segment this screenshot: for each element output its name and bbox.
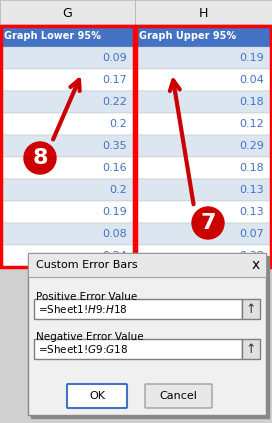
Text: =Sheet1!$H$9:$H$18: =Sheet1!$H$9:$H$18 [38,303,128,315]
Bar [135,0,272,25]
Bar [0,25,135,47]
Bar [31,256,269,418]
Bar [0,223,135,245]
Bar [0,201,135,223]
Text: 0.18: 0.18 [239,97,264,107]
Bar [135,245,272,267]
Bar [135,91,272,113]
Text: =Sheet1!$G$9:$G$18: =Sheet1!$G$9:$G$18 [38,343,128,355]
Bar [1,26,134,267]
Text: Graph Upper 95%: Graph Upper 95% [139,31,236,41]
Bar [135,113,272,135]
Text: 0.12: 0.12 [239,119,264,129]
Bar [242,299,260,319]
Bar [136,26,271,267]
Bar [0,157,135,179]
Text: 8: 8 [32,148,48,168]
Bar [0,0,272,25]
Text: 0.16: 0.16 [102,163,127,173]
Text: Cancel: Cancel [160,391,197,401]
FancyBboxPatch shape [67,384,127,408]
Bar [0,245,135,267]
Text: 0.2: 0.2 [109,119,127,129]
Circle shape [24,142,56,174]
Text: OK: OK [89,391,105,401]
Bar [135,69,272,91]
Bar [28,253,266,277]
Text: 0.09: 0.09 [102,53,127,63]
Text: 0.08: 0.08 [102,229,127,239]
Bar [242,339,260,359]
Text: 0.35: 0.35 [102,141,127,151]
Text: 0.18: 0.18 [239,163,264,173]
Text: ↑: ↑ [246,343,256,355]
Text: ↑: ↑ [246,302,256,316]
Bar [135,25,272,47]
Bar [34,339,242,359]
Text: Positive Error Value: Positive Error Value [36,292,137,302]
Bar [0,113,135,135]
Bar [135,47,272,69]
Text: Custom Error Bars: Custom Error Bars [36,260,138,270]
Text: 0.38: 0.38 [239,251,264,261]
Text: 0.07: 0.07 [239,229,264,239]
Bar [135,157,272,179]
Bar [135,179,272,201]
Text: x: x [252,258,260,272]
Circle shape [192,207,224,239]
Bar [0,0,135,25]
Text: 7: 7 [200,213,216,233]
Text: 0.04: 0.04 [239,75,264,85]
Text: G: G [63,6,72,19]
Bar [135,135,272,157]
Bar [0,69,135,91]
Text: 0.19: 0.19 [239,53,264,63]
Text: H: H [199,6,208,19]
FancyBboxPatch shape [145,384,212,408]
Text: 0.2: 0.2 [109,185,127,195]
Bar [0,135,135,157]
Text: Graph Lower 95%: Graph Lower 95% [4,31,101,41]
Text: 0.24: 0.24 [102,251,127,261]
Bar [135,223,272,245]
Bar [34,299,242,319]
Text: Negative Error Value: Negative Error Value [36,332,144,342]
Text: 0.17: 0.17 [102,75,127,85]
Text: 0.13: 0.13 [239,207,264,217]
Bar [0,0,272,263]
Bar [0,47,135,69]
Text: 0.22: 0.22 [102,97,127,107]
Text: 0.19: 0.19 [102,207,127,217]
Bar [0,179,135,201]
Bar [0,91,135,113]
Bar [135,201,272,223]
Text: 0.29: 0.29 [239,141,264,151]
Bar [28,253,266,415]
Text: 0.13: 0.13 [239,185,264,195]
